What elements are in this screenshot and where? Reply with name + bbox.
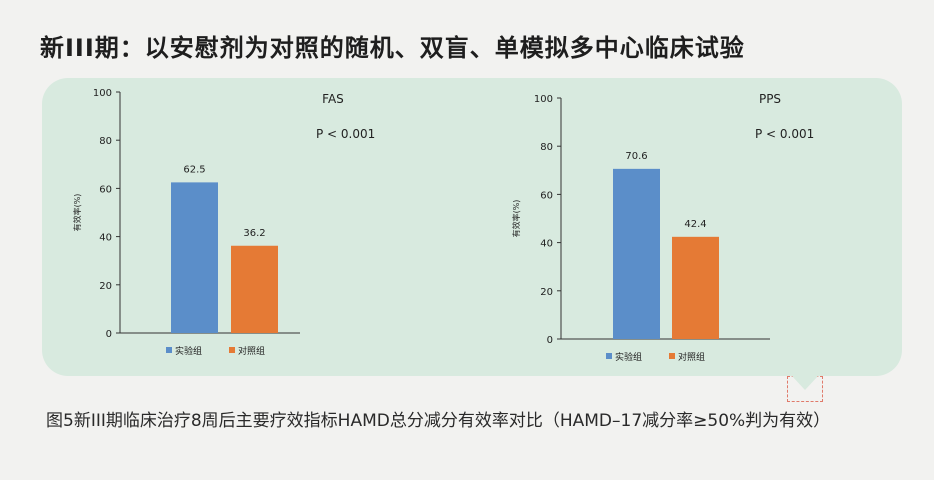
chart2-y-axis-label: 有效率(%) xyxy=(511,200,521,238)
chart1-y-tick-label: 80 xyxy=(99,136,112,147)
chart2-y-tick-label: 60 xyxy=(540,190,553,201)
chart2-y-tick-label: 80 xyxy=(540,142,553,153)
chart1-data-label-1: 62.5 xyxy=(183,164,205,175)
chart1-data-label-2: 36.2 xyxy=(243,228,265,239)
chart2-legend-label-2: 对照组 xyxy=(678,351,705,363)
chart1-bar-1 xyxy=(171,182,218,333)
page-title: 新III期：以安慰剂为对照的随机、双盲、单模拟多中心临床试验 xyxy=(40,34,745,62)
chart1-legend-label-1: 实验组 xyxy=(175,345,202,357)
chart1-y-tick-label: 40 xyxy=(99,233,112,244)
chart2-legend-swatch-1 xyxy=(606,353,612,359)
chart2-y-tick-label: 100 xyxy=(534,94,553,105)
chart2-legend-label-1: 实验组 xyxy=(615,351,642,363)
chart2-title: PPS xyxy=(759,92,781,106)
chart2-bar-2 xyxy=(672,236,719,339)
chart1-p-value-annotation: P < 0.001 xyxy=(316,127,375,141)
chart2-bar-1 xyxy=(613,168,660,339)
chart1-legend-swatch-1 xyxy=(166,347,172,353)
chart1-y-tick-label: 20 xyxy=(99,281,112,292)
chart2-y-tick-label: 0 xyxy=(547,335,553,346)
chart1-y-axis-label: 有效率(%) xyxy=(72,194,82,232)
callout-pointer-triangle xyxy=(792,376,818,390)
chart2-data-label-1: 70.6 xyxy=(625,151,647,162)
chart1-y-tick-label: 60 xyxy=(99,184,112,195)
chart1-y-tick-label: 100 xyxy=(93,88,112,99)
chart1-bar-2 xyxy=(231,245,278,333)
chart2-p-value-annotation: P < 0.001 xyxy=(755,127,814,141)
chart2-legend-swatch-2 xyxy=(669,353,675,359)
chart2-data-label-2: 42.4 xyxy=(684,219,706,230)
chart2-y-tick-label: 20 xyxy=(540,287,553,298)
chart1-legend-label-2: 对照组 xyxy=(238,345,265,357)
chart1-legend-swatch-2 xyxy=(229,347,235,353)
chart1-title: FAS xyxy=(322,92,344,106)
chart2-y-tick-label: 40 xyxy=(540,239,553,250)
chart1-y-tick-label: 0 xyxy=(106,329,112,340)
figure-caption: 图5新III期临床治疗8周后主要疗效指标HAMD总分减分有效率对比（HAMD–1… xyxy=(46,411,831,431)
